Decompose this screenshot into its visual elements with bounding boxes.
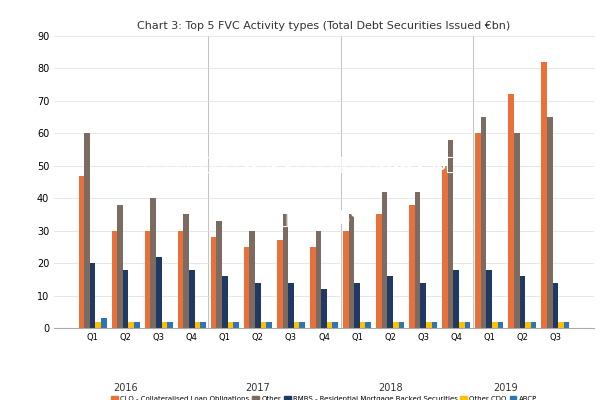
- Bar: [167, 322, 173, 328]
- Bar: [520, 276, 525, 328]
- Bar: [558, 322, 564, 328]
- Bar: [426, 322, 431, 328]
- Bar: [487, 270, 492, 328]
- Bar: [134, 322, 140, 328]
- Bar: [84, 133, 90, 328]
- Text: 2019: 2019: [494, 383, 518, 393]
- Bar: [514, 133, 520, 328]
- Bar: [481, 117, 487, 328]
- Text: 2018: 2018: [378, 383, 403, 393]
- Bar: [349, 214, 354, 328]
- Bar: [564, 322, 569, 328]
- Bar: [498, 322, 503, 328]
- Text: 2017: 2017: [245, 383, 270, 393]
- Bar: [150, 198, 156, 328]
- Bar: [547, 117, 553, 328]
- Bar: [393, 322, 398, 328]
- Bar: [354, 282, 360, 328]
- Bar: [211, 237, 217, 328]
- Text: 青岛股票配资平台 8月22日会通转债下跌0.01%，: 青岛股票配资平台 8月22日会通转债下跌0.01%，: [143, 154, 457, 174]
- Bar: [101, 318, 107, 328]
- Bar: [360, 322, 365, 328]
- Bar: [321, 289, 327, 328]
- Bar: [388, 276, 393, 328]
- Title: Chart 3: Top 5 FVC Activity types (Total Debt Securities Issued €bn): Chart 3: Top 5 FVC Activity types (Total…: [137, 21, 511, 31]
- Bar: [117, 205, 123, 328]
- Legend: CLO - Collateralised Loan Obligations, Other, RMBS - Residential Mortgage Backed: CLO - Collateralised Loan Obligations, O…: [109, 393, 539, 400]
- Bar: [266, 322, 272, 328]
- Bar: [332, 322, 338, 328]
- Bar: [294, 322, 299, 328]
- Bar: [310, 247, 316, 328]
- Bar: [327, 322, 332, 328]
- Bar: [222, 276, 227, 328]
- Bar: [382, 192, 388, 328]
- Bar: [525, 322, 531, 328]
- Bar: [288, 282, 294, 328]
- Bar: [475, 133, 481, 328]
- Bar: [255, 282, 260, 328]
- Bar: [508, 94, 514, 328]
- Bar: [283, 214, 288, 328]
- Bar: [260, 322, 266, 328]
- Bar: [343, 231, 349, 328]
- Bar: [421, 282, 426, 328]
- Bar: [95, 322, 101, 328]
- Bar: [541, 62, 547, 328]
- Bar: [464, 322, 470, 328]
- Bar: [431, 322, 437, 328]
- Bar: [376, 214, 382, 328]
- Bar: [409, 205, 415, 328]
- Bar: [194, 322, 200, 328]
- Bar: [398, 322, 404, 328]
- Bar: [277, 240, 283, 328]
- Bar: [178, 231, 184, 328]
- Bar: [459, 322, 464, 328]
- Text: 2016: 2016: [113, 383, 138, 393]
- Bar: [553, 282, 558, 328]
- Bar: [200, 322, 206, 328]
- Bar: [299, 322, 305, 328]
- Bar: [79, 176, 84, 328]
- Bar: [189, 270, 194, 328]
- Bar: [128, 322, 134, 328]
- Bar: [448, 140, 454, 328]
- Bar: [156, 257, 161, 328]
- Text: 转股溢价率28.88%: 转股溢价率28.88%: [230, 208, 370, 228]
- Bar: [184, 214, 189, 328]
- Bar: [531, 322, 536, 328]
- Bar: [250, 231, 255, 328]
- Bar: [442, 166, 448, 328]
- Bar: [145, 231, 150, 328]
- Bar: [123, 270, 128, 328]
- Bar: [365, 322, 371, 328]
- Bar: [454, 270, 459, 328]
- Bar: [233, 322, 239, 328]
- Bar: [161, 322, 167, 328]
- Bar: [217, 221, 222, 328]
- Bar: [90, 263, 95, 328]
- Bar: [227, 322, 233, 328]
- Bar: [112, 231, 117, 328]
- Bar: [244, 247, 250, 328]
- Bar: [316, 231, 321, 328]
- Bar: [415, 192, 421, 328]
- Bar: [492, 322, 498, 328]
